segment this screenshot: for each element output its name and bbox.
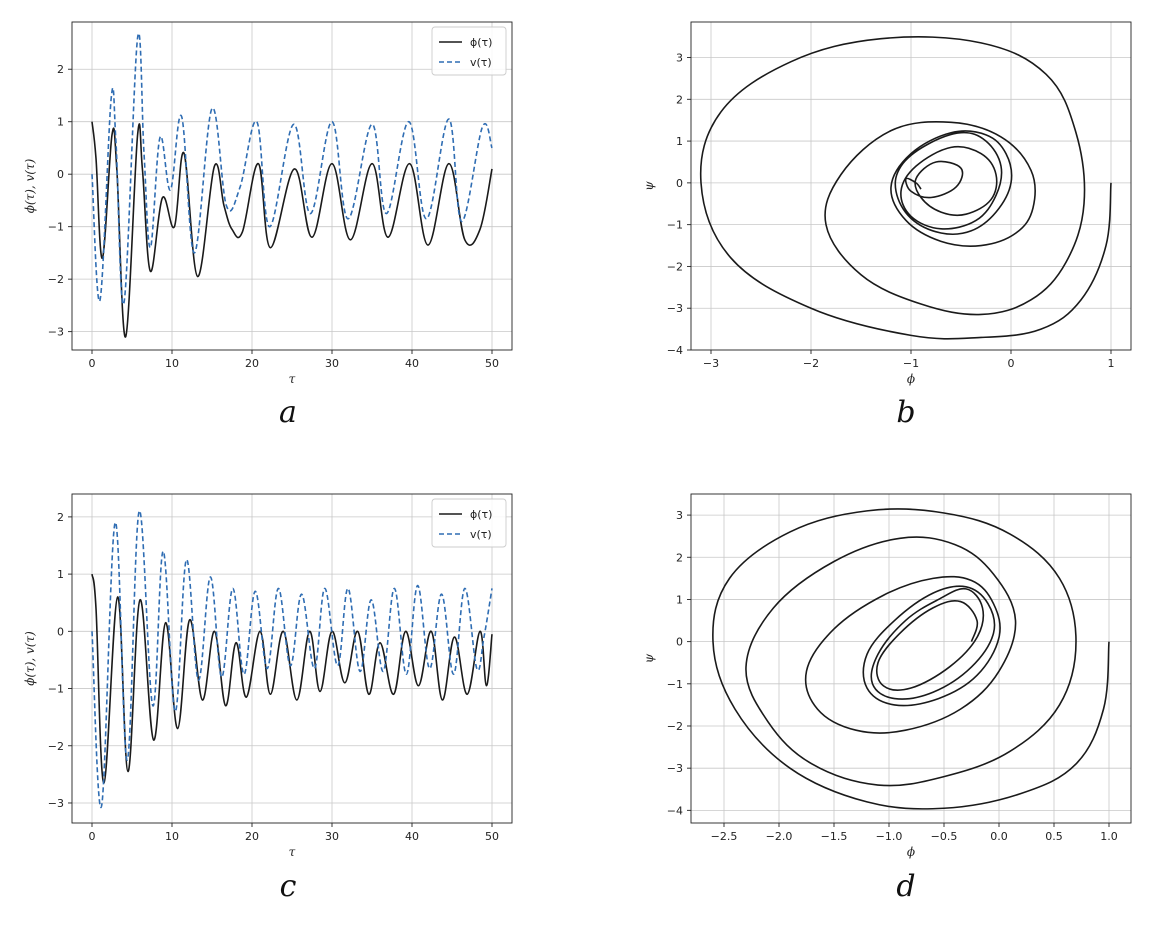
legend-label-phi: ϕ(τ) — [470, 508, 492, 521]
y-tick-label: −4 — [667, 344, 683, 357]
series-a-phi-line — [91, 121, 493, 338]
y-tick-label: −1 — [48, 683, 64, 696]
y-tick-label: 1 — [57, 568, 64, 581]
x-tick-label: 20 — [245, 830, 259, 843]
y-tick-label: −3 — [667, 762, 683, 775]
y-axis-label: ϕ(τ), v(τ) — [23, 631, 37, 686]
series-b-phi-line — [699, 36, 1112, 340]
legend: ϕ(τ) v(τ) — [431, 26, 507, 76]
y-tick-label: 2 — [57, 511, 64, 524]
panel-label-d: d — [896, 869, 915, 904]
y-tick-label: 3 — [676, 52, 683, 65]
panel-b: −3 −2 −1 0 1 −4 −3 −2 −1 0 1 2 3 ϕ ψ b — [642, 21, 1132, 430]
y-tick-label: 2 — [676, 93, 683, 106]
y-tick-label: −2 — [48, 740, 64, 753]
x-tick-label: 20 — [245, 357, 259, 370]
y-tick-label: −2 — [48, 273, 64, 286]
x-tick-label: 40 — [405, 357, 419, 370]
x-tick-label: 30 — [325, 830, 339, 843]
y-tick-label: 0 — [676, 636, 683, 649]
panel-d: −2.5 −2.0 −1.5 −1.0 −0.5 0.0 0.5 1.0 −4 −3 −2 −1 0 1 2… — [642, 493, 1132, 904]
legend-box — [431, 498, 507, 548]
axes-frame-a — [71, 21, 513, 351]
panel-c: 0 10 20 30 40 50 −3 −2 −1 0 1 2 τ ϕ(τ), v(τ) ϕ(τ) v(τ) c — [23, 493, 513, 904]
x-tick-label: 50 — [485, 830, 499, 843]
y-tick-label: 1 — [676, 135, 683, 148]
x-tick-label: −1 — [903, 357, 919, 370]
y-tick-label: 1 — [57, 116, 64, 129]
x-tick-label: −1.0 — [876, 830, 903, 843]
x-tick-label: −3 — [703, 357, 719, 370]
axes-frame-c — [71, 493, 513, 824]
y-tick-label: −2 — [667, 720, 683, 733]
series-c-phi-line — [91, 573, 493, 784]
x-tick-label: 0 — [89, 357, 96, 370]
series-d-phi-line — [712, 508, 1110, 810]
y-tick-label: 0 — [57, 168, 64, 181]
y-axis-label: ψ — [642, 181, 656, 191]
y-tick-label: 0 — [676, 177, 683, 190]
y-tick-label: −1 — [667, 678, 683, 691]
x-tick-label: 0.5 — [1045, 830, 1063, 843]
x-tick-label: 0 — [1008, 357, 1015, 370]
x-tick-label: 10 — [165, 830, 179, 843]
y-axis-label: ψ — [642, 653, 656, 663]
axes-frame-d — [690, 493, 1132, 824]
y-tick-label: 3 — [676, 509, 683, 522]
y-tick-label: −1 — [667, 219, 683, 232]
x-tick-label: −2.0 — [766, 830, 793, 843]
legend: ϕ(τ) v(τ) — [431, 498, 507, 548]
x-tick-label: 1.0 — [1100, 830, 1118, 843]
y-tick-label: 1 — [676, 593, 683, 606]
y-tick-label: 2 — [57, 63, 64, 76]
x-tick-label: −0.5 — [931, 830, 958, 843]
y-tick-label: 0 — [57, 625, 64, 638]
panel-label-c: c — [280, 869, 297, 904]
x-tick-label: 40 — [405, 830, 419, 843]
x-axis-label: τ — [289, 372, 296, 386]
panel-label-b: b — [896, 395, 915, 430]
x-tick-label: 1 — [1108, 357, 1115, 370]
series-a-v-line — [91, 32, 493, 306]
x-tick-label: 0 — [89, 830, 96, 843]
x-tick-label: 50 — [485, 357, 499, 370]
x-tick-label: −1.5 — [821, 830, 848, 843]
y-tick-label: −3 — [48, 326, 64, 339]
x-axis-label: τ — [289, 845, 296, 859]
legend-label-phi: ϕ(τ) — [470, 36, 492, 49]
x-tick-label: 0.0 — [990, 830, 1008, 843]
y-tick-label: −1 — [48, 221, 64, 234]
x-tick-label: −2 — [803, 357, 819, 370]
x-tick-label: 30 — [325, 357, 339, 370]
y-tick-label: −3 — [667, 302, 683, 315]
legend-label-v: v(τ) — [470, 56, 492, 69]
legend-label-v: v(τ) — [470, 528, 492, 541]
legend-box — [431, 26, 507, 76]
x-tick-label: −2.5 — [711, 830, 738, 843]
y-tick-label: 2 — [676, 551, 683, 564]
series-c-v-line — [91, 510, 493, 809]
y-tick-label: −2 — [667, 260, 683, 273]
y-axis-label: ϕ(τ), v(τ) — [23, 158, 37, 213]
x-axis-label: ϕ — [907, 372, 915, 386]
y-tick-label: −4 — [667, 804, 683, 817]
panel-label-a: a — [279, 395, 297, 430]
y-tick-label: −3 — [48, 797, 64, 810]
x-tick-label: 10 — [165, 357, 179, 370]
x-axis-label: ϕ — [907, 845, 915, 859]
panel-a: 0 10 20 30 40 50 −3 −2 −1 0 1 2 τ ϕ(τ), v(τ) ϕ(τ) v(τ) a — [23, 21, 513, 430]
